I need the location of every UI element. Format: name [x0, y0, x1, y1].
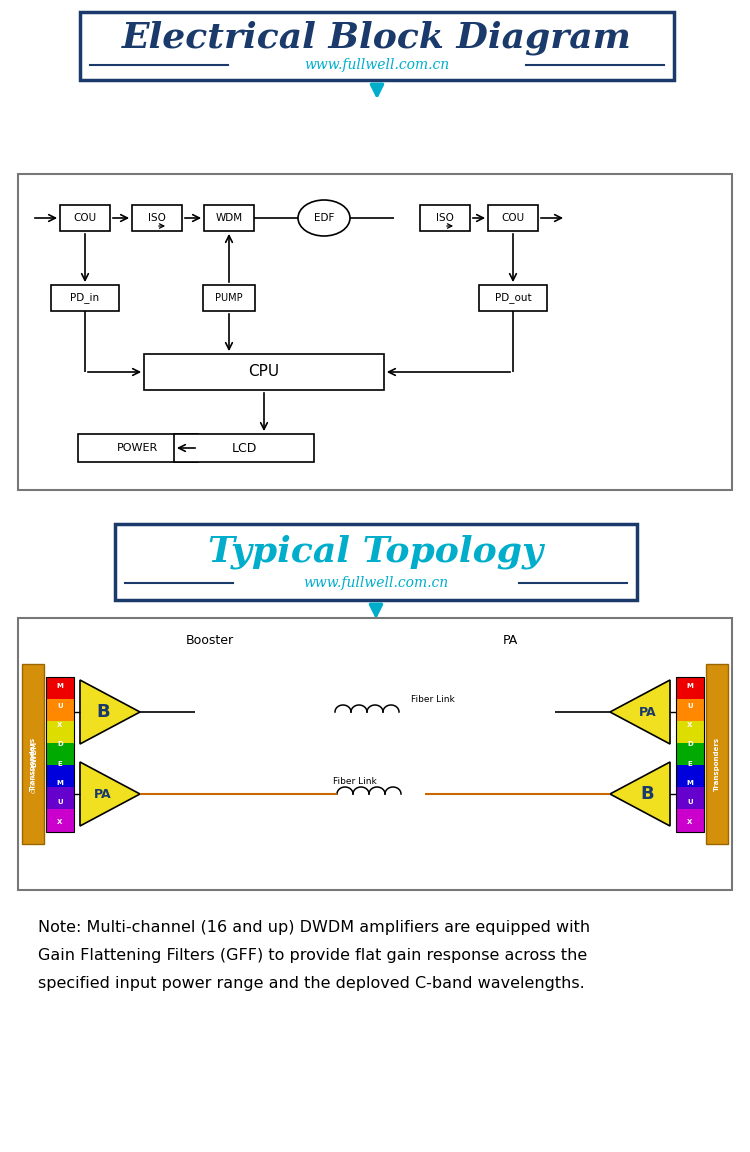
Text: E: E: [688, 760, 692, 767]
Polygon shape: [610, 761, 670, 826]
Text: PA: PA: [94, 788, 112, 801]
Bar: [51, 285, 119, 311]
Text: X: X: [687, 722, 693, 728]
Text: PA: PA: [503, 634, 518, 646]
Text: U: U: [57, 703, 63, 708]
Text: B: B: [96, 703, 109, 721]
Text: CPU: CPU: [248, 364, 280, 379]
Bar: [203, 285, 255, 311]
Text: ISO: ISO: [148, 213, 166, 223]
Bar: [420, 205, 470, 232]
Text: U: U: [687, 703, 693, 708]
Polygon shape: [610, 680, 670, 744]
Text: Transponders: Transponders: [714, 737, 720, 791]
Bar: [676, 810, 704, 832]
Text: PD_in: PD_in: [70, 293, 100, 303]
Text: PUMP: PUMP: [215, 293, 243, 303]
Text: EDF: EDF: [314, 213, 334, 223]
Bar: [46, 676, 74, 832]
Bar: [22, 664, 44, 844]
Text: Electrical Block Diagram: Electrical Block Diagram: [122, 21, 632, 55]
Bar: [488, 205, 538, 232]
Bar: [46, 765, 74, 787]
Text: D: D: [687, 742, 693, 748]
Text: M: M: [56, 683, 64, 689]
Text: X: X: [687, 819, 693, 825]
Bar: [46, 676, 74, 698]
Bar: [60, 205, 110, 232]
Text: M: M: [56, 780, 64, 786]
Bar: [479, 285, 547, 311]
Text: LCD: LCD: [231, 441, 256, 455]
Bar: [676, 743, 704, 765]
Text: Fiber Link: Fiber Link: [411, 695, 454, 704]
Text: WDM: WDM: [215, 213, 242, 223]
Bar: [46, 721, 74, 743]
Text: Note: Multi-channel (16 and up) DWDM amplifiers are equipped with: Note: Multi-channel (16 and up) DWDM amp…: [38, 920, 590, 935]
Bar: [115, 524, 637, 600]
Text: B: B: [640, 785, 654, 803]
Text: M: M: [686, 683, 694, 689]
Bar: [46, 698, 74, 721]
Text: X: X: [57, 819, 63, 825]
Text: PA: PA: [638, 705, 656, 719]
Ellipse shape: [298, 200, 350, 236]
Bar: [676, 676, 704, 832]
Bar: [706, 664, 728, 844]
Text: www.fullwell.com.cn: www.fullwell.com.cn: [304, 58, 449, 73]
Bar: [132, 205, 182, 232]
Bar: [144, 354, 384, 391]
Text: M: M: [686, 780, 694, 786]
Bar: [676, 698, 704, 721]
Bar: [676, 721, 704, 743]
Polygon shape: [80, 680, 140, 744]
Text: Channels: Channels: [32, 764, 37, 793]
Bar: [46, 743, 74, 765]
Bar: [78, 434, 198, 462]
Bar: [676, 765, 704, 787]
Text: ISO: ISO: [436, 213, 454, 223]
Bar: [18, 617, 732, 890]
Text: COU: COU: [502, 213, 524, 223]
Text: DWDM: DWDM: [31, 741, 37, 767]
Text: PD_out: PD_out: [495, 293, 531, 303]
Text: specified input power range and the deploved C-band wavelengths.: specified input power range and the depl…: [38, 976, 585, 991]
Text: E: E: [58, 760, 62, 767]
Text: Typical Topology: Typical Topology: [209, 535, 544, 569]
Text: X: X: [57, 722, 63, 728]
Bar: [18, 174, 732, 490]
Text: COU: COU: [74, 213, 97, 223]
Text: D: D: [57, 742, 63, 748]
Polygon shape: [80, 761, 140, 826]
Text: Booster: Booster: [186, 634, 234, 646]
Text: Gain Flattening Filters (GFF) to provide flat gain response across the: Gain Flattening Filters (GFF) to provide…: [38, 948, 587, 963]
Bar: [676, 676, 704, 698]
Text: Transponders: Transponders: [30, 737, 36, 791]
Text: www.fullwell.com.cn: www.fullwell.com.cn: [304, 576, 448, 590]
Bar: [174, 434, 314, 462]
Text: U: U: [687, 799, 693, 805]
Bar: [46, 787, 74, 810]
Text: Fiber Link: Fiber Link: [333, 776, 376, 786]
Text: U: U: [57, 799, 63, 805]
Bar: [676, 787, 704, 810]
Bar: [46, 810, 74, 832]
Bar: [80, 12, 674, 79]
Text: POWER: POWER: [117, 444, 159, 453]
Bar: [204, 205, 254, 232]
